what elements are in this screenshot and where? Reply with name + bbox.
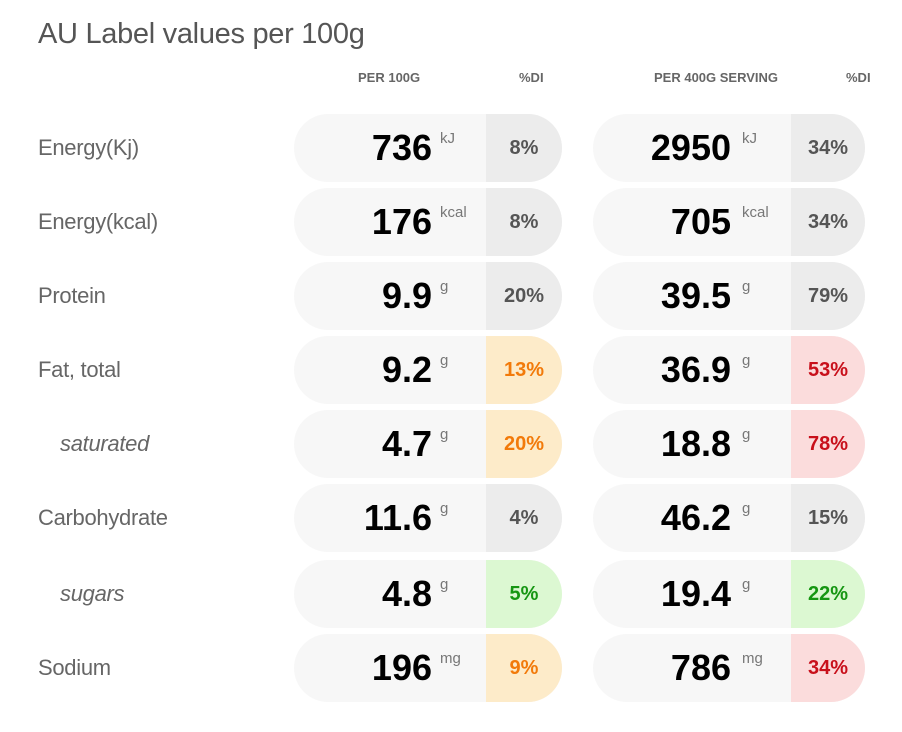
per-100g-value: 9.2 bbox=[381, 349, 432, 390]
per-100g-unit: g bbox=[440, 576, 449, 593]
per-100g-cell: 4.8 g 5% bbox=[294, 560, 562, 628]
per-serving-cell: 19.4 g 22% bbox=[593, 560, 865, 628]
per-serving-di-badge: 34% bbox=[791, 114, 865, 182]
per-100g-di-badge: 4% bbox=[486, 484, 562, 552]
per-serving-unit: kcal bbox=[742, 204, 769, 221]
per-100g-cell: 196 mg 9% bbox=[294, 634, 562, 702]
per-serving-value: 786 bbox=[670, 647, 731, 688]
per-serving-di-badge: 22% bbox=[791, 560, 865, 628]
nutrient-label: Sodium bbox=[38, 655, 111, 680]
per-100g-unit: kJ bbox=[440, 130, 455, 147]
per-100g-cell: 4.7 g 20% bbox=[294, 410, 562, 478]
per-serving-cell: 18.8 g 78% bbox=[593, 410, 865, 478]
nutrient-row-saturated: saturated 4.7 g 20% 18.8 g 78% bbox=[0, 410, 902, 478]
per-100g-cell: 9.2 g 13% bbox=[294, 336, 562, 404]
nutrient-label: Energy(kcal) bbox=[38, 209, 158, 234]
nutrient-label: Fat, total bbox=[38, 357, 121, 382]
nutrient-row-protein: Protein 9.9 g 20% 39.5 g 79% bbox=[0, 262, 902, 330]
nutrient-label: Carbohydrate bbox=[38, 505, 168, 530]
per-100g-di-badge: 20% bbox=[486, 410, 562, 478]
per-100g-value: 4.8 bbox=[381, 573, 432, 614]
per-serving-unit: g bbox=[742, 500, 751, 517]
per-100g-unit: kcal bbox=[440, 204, 467, 221]
nutrient-row-sugars: sugars 4.8 g 5% 19.4 g 22% bbox=[0, 560, 902, 628]
per-serving-di-badge: 34% bbox=[791, 634, 865, 702]
nutrient-row-fat-total: Fat, total 9.2 g 13% 36.9 g 53% bbox=[0, 336, 902, 404]
per-serving-cell: 2950 kJ 34% bbox=[593, 114, 865, 182]
nutrient-row-sodium: Sodium 196 mg 9% 786 mg 34% bbox=[0, 634, 902, 702]
per-serving-di-badge: 78% bbox=[791, 410, 865, 478]
column-header-per-serving: PER 400G SERVING bbox=[654, 70, 779, 85]
per-100g-value: 176 bbox=[371, 201, 432, 242]
per-serving-di-badge: 79% bbox=[791, 262, 865, 330]
per-100g-value: 196 bbox=[371, 647, 432, 688]
per-100g-cell: 11.6 g 4% bbox=[294, 484, 562, 552]
per-100g-cell: 9.9 g 20% bbox=[294, 262, 562, 330]
column-header-di-per-100g: %DI bbox=[519, 70, 544, 85]
per-serving-unit: g bbox=[742, 576, 751, 593]
per-100g-unit: mg bbox=[440, 650, 461, 667]
per-100g-di-badge: 8% bbox=[486, 188, 562, 256]
nutrient-label: Protein bbox=[38, 283, 106, 308]
per-serving-cell: 705 kcal 34% bbox=[593, 188, 865, 256]
per-serving-value: 18.8 bbox=[660, 423, 731, 464]
page-title: AU Label values per 100g bbox=[38, 18, 365, 50]
per-serving-value: 46.2 bbox=[660, 497, 731, 538]
nutrient-row-energy-kcal: Energy(kcal) 176 kcal 8% 705 kcal 34% bbox=[0, 188, 902, 256]
per-serving-unit: g bbox=[742, 352, 751, 369]
nutrient-label: saturated bbox=[60, 431, 150, 456]
per-100g-unit: g bbox=[440, 426, 449, 443]
per-100g-unit: g bbox=[440, 352, 449, 369]
per-100g-cell: 176 kcal 8% bbox=[294, 188, 562, 256]
per-100g-value: 9.9 bbox=[381, 275, 432, 316]
per-serving-di-badge: 53% bbox=[791, 336, 865, 404]
per-serving-value: 2950 bbox=[650, 127, 731, 168]
per-serving-value: 705 bbox=[670, 201, 731, 242]
per-100g-value: 4.7 bbox=[381, 423, 432, 464]
per-100g-di-badge: 9% bbox=[486, 634, 562, 702]
nutrient-label: sugars bbox=[60, 581, 125, 606]
per-serving-cell: 36.9 g 53% bbox=[593, 336, 865, 404]
per-serving-unit: mg bbox=[742, 650, 763, 667]
per-serving-value: 19.4 bbox=[660, 573, 731, 614]
per-serving-unit: g bbox=[742, 426, 751, 443]
per-serving-di-badge: 34% bbox=[791, 188, 865, 256]
per-serving-cell: 39.5 g 79% bbox=[593, 262, 865, 330]
per-100g-unit: g bbox=[440, 500, 449, 517]
per-100g-value: 11.6 bbox=[363, 497, 432, 538]
per-serving-cell: 786 mg 34% bbox=[593, 634, 865, 702]
nutrient-label: Energy(Kj) bbox=[38, 135, 139, 160]
per-serving-value: 36.9 bbox=[660, 349, 731, 390]
per-serving-unit: kJ bbox=[742, 130, 757, 147]
per-serving-cell: 46.2 g 15% bbox=[593, 484, 865, 552]
per-serving-value: 39.5 bbox=[660, 275, 731, 316]
per-100g-di-badge: 8% bbox=[486, 114, 562, 182]
column-header-per-100g: PER 100G bbox=[358, 70, 421, 85]
per-100g-di-badge: 5% bbox=[486, 560, 562, 628]
per-serving-unit: g bbox=[742, 278, 751, 295]
per-serving-di-badge: 15% bbox=[791, 484, 865, 552]
nutrient-row-carbohydrate: Carbohydrate 11.6 g 4% 46.2 g 15% bbox=[0, 484, 902, 552]
per-100g-di-badge: 13% bbox=[486, 336, 562, 404]
nutrient-row-energy-kj: Energy(Kj) 736 kJ 8% 2950 kJ 34% bbox=[0, 114, 902, 182]
column-header-di-per-serving: %DI bbox=[846, 70, 871, 85]
per-100g-unit: g bbox=[440, 278, 449, 295]
per-100g-value: 736 bbox=[371, 127, 432, 168]
per-100g-di-badge: 20% bbox=[486, 262, 562, 330]
per-100g-cell: 736 kJ 8% bbox=[294, 114, 562, 182]
